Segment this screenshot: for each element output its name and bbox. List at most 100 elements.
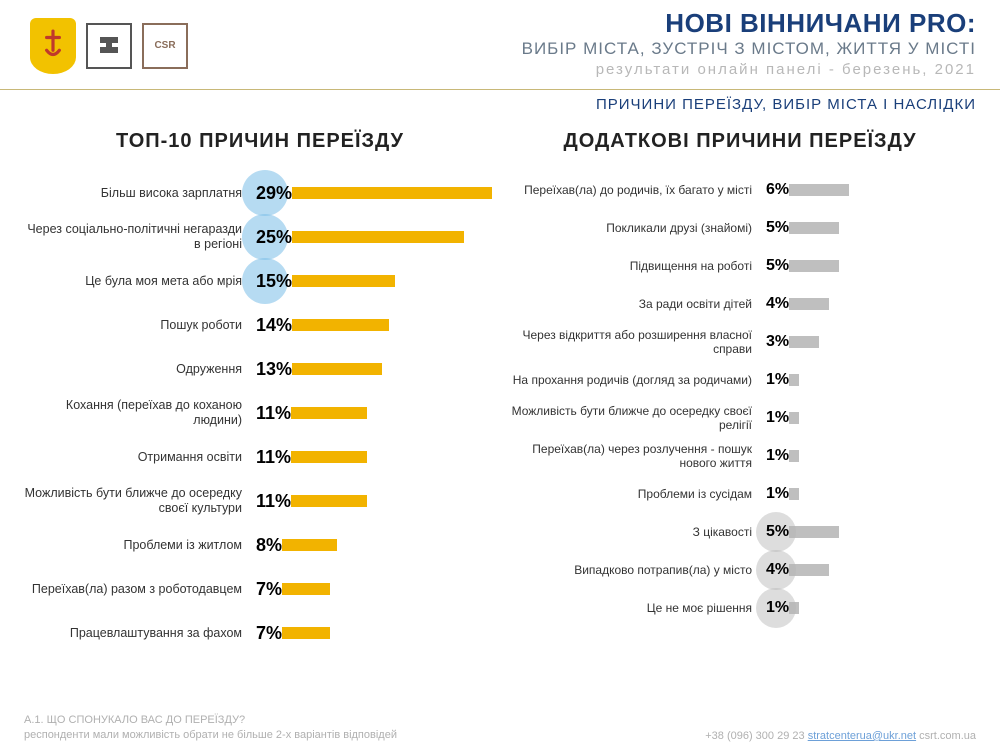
footer-contact: +38 (096) 300 29 23 stratcenterua@ukr.ne… bbox=[705, 730, 976, 742]
chart-row: Пошук роботи 14% bbox=[20, 303, 500, 347]
bar bbox=[282, 583, 330, 595]
footer: А.1. ЩО СПОНУКАЛО ВАС ДО ПЕРЕЇЗДУ? респо… bbox=[24, 713, 976, 742]
chart-row: Проблеми із сусідам1% bbox=[500, 475, 980, 513]
bar bbox=[292, 363, 382, 375]
question-note: респонденти мали можливість обрати не бі… bbox=[24, 729, 397, 741]
chart-row: Більш висока зарплатня29% bbox=[20, 171, 500, 215]
bar bbox=[789, 184, 849, 196]
bar-area: 11% bbox=[250, 435, 500, 479]
bar-value: 7% bbox=[256, 623, 282, 644]
chart-row: На прохання родичів (догляд за родичами)… bbox=[500, 361, 980, 399]
bar bbox=[789, 526, 839, 538]
bar bbox=[789, 298, 829, 310]
chart-row: Це не моє рішення 1% bbox=[500, 589, 980, 627]
chart-row: Проблеми із житлом8% bbox=[20, 523, 500, 567]
row-label: Можливість бути ближче до осередку своєї… bbox=[20, 486, 250, 516]
chart-row: З цікавості 5% bbox=[500, 513, 980, 551]
row-label: Одруження bbox=[20, 362, 250, 377]
bar-area: 5% bbox=[760, 513, 980, 551]
row-label: Отримання освіти bbox=[20, 450, 250, 465]
bar-value: 1% bbox=[766, 447, 789, 465]
row-label: З цікавості bbox=[500, 525, 760, 539]
bar bbox=[292, 275, 395, 287]
bar bbox=[789, 374, 799, 386]
title-main: НОВІ ВІННИЧАНИ PRO: bbox=[522, 8, 976, 39]
question-code: А.1. ЩО СПОНУКАЛО ВАС ДО ПЕРЕЇЗДУ? bbox=[24, 714, 245, 726]
bar-value: 29% bbox=[256, 183, 292, 204]
bar-value: 15% bbox=[256, 271, 292, 292]
chart-row: Через відкриття або розширення власної с… bbox=[500, 323, 980, 361]
row-label: Покликали друзі (знайомі) bbox=[500, 221, 760, 235]
bar bbox=[789, 450, 799, 462]
row-label: Це не моє рішення bbox=[500, 601, 760, 615]
row-label: Через соціально-політичні негаразди в ре… bbox=[20, 222, 250, 252]
row-label: Можливість бути ближче до осередку своєї… bbox=[500, 404, 760, 433]
logo-group: CSR bbox=[30, 18, 188, 74]
bar-value: 8% bbox=[256, 535, 282, 556]
row-label: Переїхав(ла) до родичів, їх багато у міс… bbox=[500, 183, 760, 197]
bar bbox=[282, 539, 337, 551]
row-label: Через відкриття або розширення власної с… bbox=[500, 328, 760, 357]
footer-question: А.1. ЩО СПОНУКАЛО ВАС ДО ПЕРЕЇЗДУ? респо… bbox=[24, 713, 397, 742]
bar-value: 11% bbox=[256, 491, 291, 512]
bar-area: 29% bbox=[250, 171, 500, 215]
bar bbox=[292, 187, 492, 199]
bar bbox=[291, 407, 367, 419]
right-chart-title: ДОДАТКОВІ ПРИЧИНИ ПЕРЕЇЗДУ bbox=[500, 130, 980, 153]
bar-value: 5% bbox=[766, 523, 789, 541]
bar-value: 7% bbox=[256, 579, 282, 600]
chart-row: За ради освіти дітей 4% bbox=[500, 285, 980, 323]
bar-area: 1% bbox=[760, 589, 980, 627]
bar-value: 3% bbox=[766, 333, 789, 351]
chart-row: Можливість бути ближче до осередку своєї… bbox=[20, 479, 500, 523]
bar-area: 8% bbox=[250, 523, 500, 567]
bar-area: 1% bbox=[760, 475, 980, 513]
bar-value: 5% bbox=[766, 257, 789, 275]
bar-value: 4% bbox=[766, 561, 789, 579]
bar-value: 5% bbox=[766, 219, 789, 237]
row-label: Переїхав(ла) разом з роботодавцем bbox=[20, 582, 250, 597]
bar bbox=[292, 319, 389, 331]
chart-row: Випадково потрапив(ла) у місто4% bbox=[500, 551, 980, 589]
bar bbox=[789, 412, 799, 424]
bar-value: 1% bbox=[766, 409, 789, 427]
row-label: Працевлаштування за фахом bbox=[20, 626, 250, 641]
row-label: Пошук роботи bbox=[20, 318, 250, 333]
bar-value: 1% bbox=[766, 599, 789, 617]
row-label: Підвищення на роботі bbox=[500, 259, 760, 273]
footer-phone: +38 (096) 300 29 23 bbox=[705, 730, 804, 742]
chart-row: Переїхав(ла) разом з роботодавцем 7% bbox=[20, 567, 500, 611]
title-subtitle: ВИБІР МІСТА, ЗУСТРІЧ З МІСТОМ, ЖИТТЯ У М… bbox=[522, 39, 976, 59]
bar-area: 5% bbox=[760, 209, 980, 247]
footer-email[interactable]: stratcenterua@ukr.net bbox=[808, 730, 916, 742]
section-label: ПРИЧИНИ ПЕРЕЇЗДУ, ВИБІР МІСТА І НАСЛІДКИ bbox=[596, 96, 976, 113]
chart-row: Переїхав(ла) до родичів, їх багато у міс… bbox=[500, 171, 980, 209]
title-block: НОВІ ВІННИЧАНИ PRO: ВИБІР МІСТА, ЗУСТРІЧ… bbox=[522, 8, 976, 78]
row-label: Це була моя мета або мрія bbox=[20, 274, 250, 289]
bar-area: 6% bbox=[760, 171, 980, 209]
title-note: результати онлайн панелі - березень, 202… bbox=[522, 61, 976, 78]
bar bbox=[291, 495, 367, 507]
left-chart: ТОП-10 ПРИЧИН ПЕРЕЇЗДУ Більш висока зарп… bbox=[20, 130, 500, 655]
chart-row: Це була моя мета або мрія 15% bbox=[20, 259, 500, 303]
header: CSR НОВІ ВІННИЧАНИ PRO: ВИБІР МІСТА, ЗУС… bbox=[0, 0, 1000, 90]
bar-area: 1% bbox=[760, 437, 980, 475]
bar-value: 6% bbox=[766, 181, 789, 199]
bar bbox=[789, 260, 839, 272]
bar bbox=[291, 451, 367, 463]
bar-value: 14% bbox=[256, 315, 292, 336]
chart-row: Переїхав(ла) через розлучення - пошук но… bbox=[500, 437, 980, 475]
left-chart-title: ТОП-10 ПРИЧИН ПЕРЕЇЗДУ bbox=[20, 130, 500, 153]
bar-area: 1% bbox=[760, 361, 980, 399]
bar-area: 7% bbox=[250, 611, 500, 655]
bar-area: 15% bbox=[250, 259, 500, 303]
chart-row: Одруження 13% bbox=[20, 347, 500, 391]
bar-value: 4% bbox=[766, 295, 789, 313]
bar-value: 13% bbox=[256, 359, 292, 380]
bar-area: 14% bbox=[250, 303, 500, 347]
row-label: За ради освіти дітей bbox=[500, 297, 760, 311]
bar-value: 1% bbox=[766, 485, 789, 503]
bar-value: 11% bbox=[256, 447, 291, 468]
partner-logo-1 bbox=[86, 23, 132, 69]
row-label: Кохання (переїхав до коханою людини) bbox=[20, 398, 250, 428]
